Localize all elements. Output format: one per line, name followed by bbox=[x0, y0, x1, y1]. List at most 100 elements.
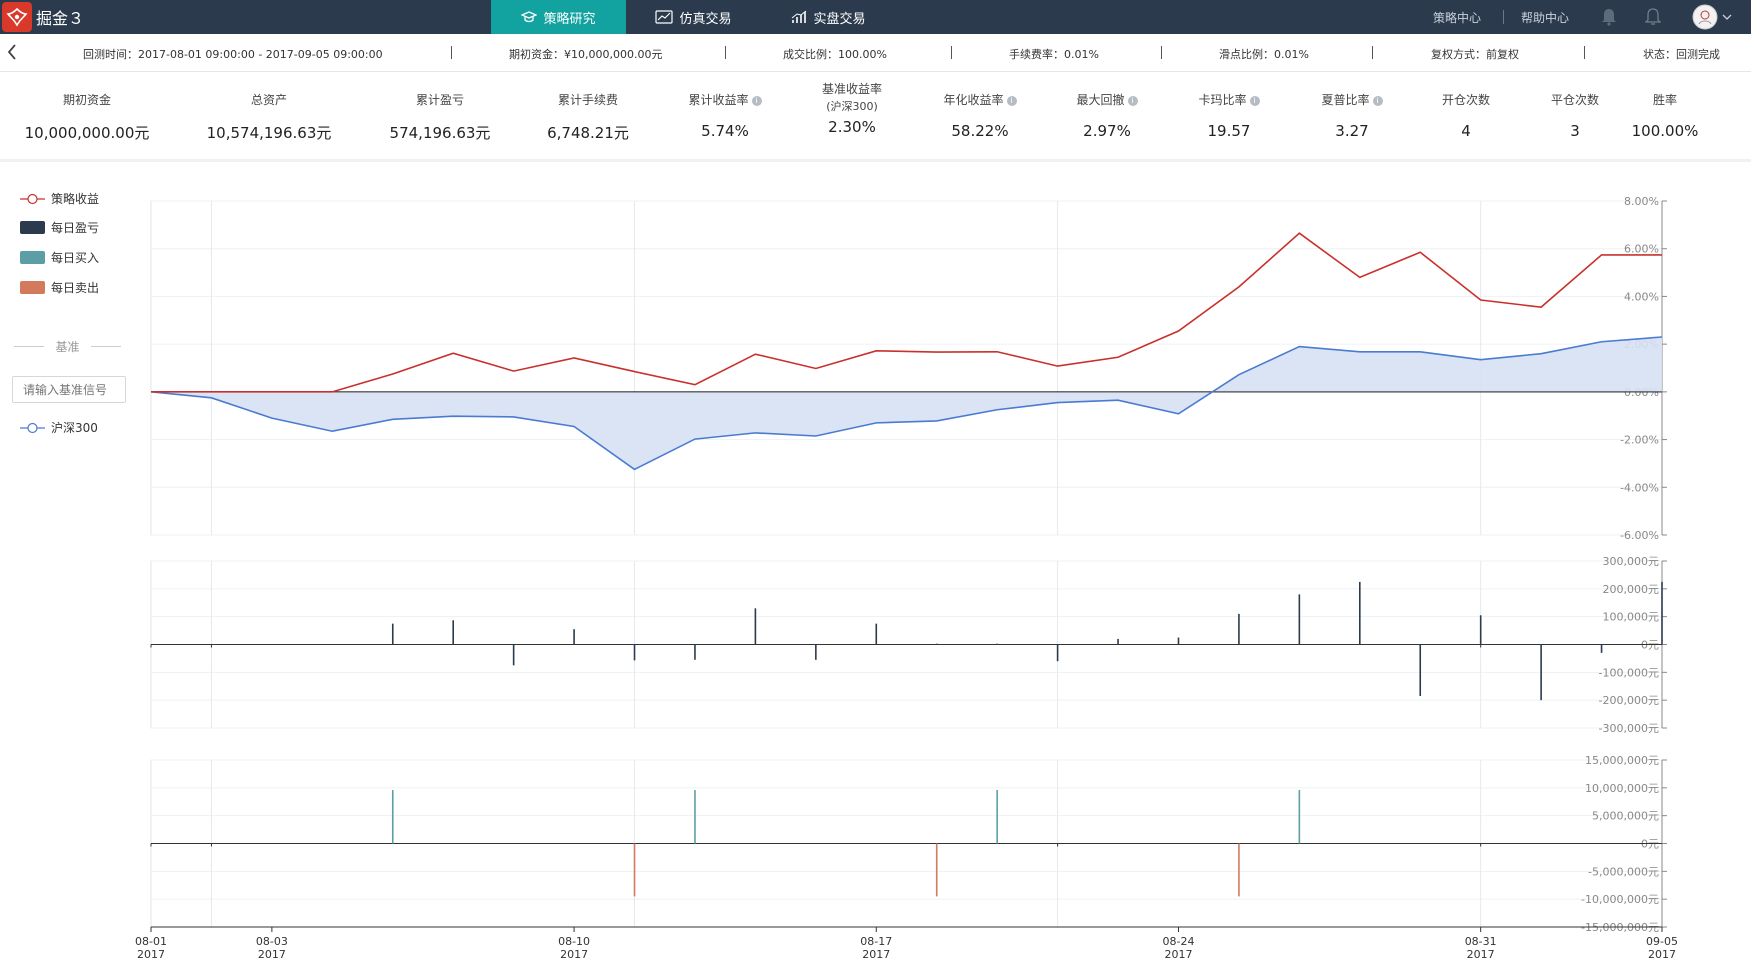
y-tick-label: -200,000元 bbox=[1599, 694, 1659, 707]
line-chart-icon bbox=[655, 10, 673, 24]
y-tick-label: -4.00% bbox=[1620, 481, 1659, 494]
benchmark-area bbox=[151, 337, 1662, 469]
y-tick-label: 300,000元 bbox=[1603, 555, 1660, 568]
x-tick-year-label: 2017 bbox=[137, 948, 165, 961]
y-tick-label: 5,000,000元 bbox=[1592, 810, 1659, 823]
x-tick-label: 08-24 bbox=[1162, 935, 1194, 948]
info-icon[interactable]: i bbox=[1250, 96, 1260, 106]
divider bbox=[1503, 10, 1504, 24]
tab-live-trading[interactable]: 实盘交易 bbox=[761, 0, 896, 34]
line-marker-icon bbox=[20, 193, 45, 205]
benchmark-line bbox=[151, 337, 1662, 469]
divider bbox=[725, 46, 726, 59]
stat-label: 累计盈亏 bbox=[355, 91, 525, 108]
y-tick-label: 6.00% bbox=[1624, 243, 1659, 256]
backtest-status: 状态：回测完成 bbox=[1643, 46, 1720, 62]
tab-label: 策略研究 bbox=[543, 8, 595, 27]
performance-summary: 期初资金 10,000,000.00元 总资产 10,574,196.63元 累… bbox=[0, 72, 1751, 162]
bell-icon[interactable] bbox=[1645, 0, 1661, 34]
info-icon[interactable]: i bbox=[1007, 96, 1017, 106]
legend-item-strategy-return[interactable]: 策略收益 bbox=[20, 190, 99, 207]
strategy-return-line bbox=[151, 233, 1662, 392]
backtest-info-bar: 回测时间：2017-08-01 09:00:00 - 2017-09-05 09… bbox=[0, 34, 1751, 72]
y-tick-label: -6.00% bbox=[1620, 529, 1659, 542]
top-navigation-bar: 掘金３ 策略研究 仿真交易 实盘交易 策略中心 帮助中心 bbox=[0, 0, 1751, 34]
x-tick-label: 08-10 bbox=[558, 935, 590, 948]
y-tick-label: -300,000元 bbox=[1599, 722, 1659, 735]
x-tick-year-label: 2017 bbox=[1467, 948, 1495, 961]
legend-label: 每日盈亏 bbox=[51, 219, 99, 236]
plot-area bbox=[151, 760, 1662, 927]
fill-ratio: 成交比例：100.00% bbox=[783, 46, 887, 62]
legend-label: 每日卖出 bbox=[51, 279, 99, 296]
legend-label: 每日买入 bbox=[51, 249, 99, 266]
info-icon[interactable]: i bbox=[752, 96, 762, 106]
info-icon[interactable]: i bbox=[1128, 96, 1138, 106]
adjust-method: 复权方式：前复权 bbox=[1431, 46, 1519, 62]
legend-item-benchmark[interactable]: 沪深300 bbox=[20, 419, 98, 436]
tab-label: 实盘交易 bbox=[813, 8, 865, 27]
stat-value: 574,196.63元 bbox=[355, 122, 525, 143]
y-tick-label: -10,000,000元 bbox=[1581, 893, 1659, 906]
y-tick-label: 200,000元 bbox=[1603, 583, 1660, 596]
commission-rate: 手续费率：0.01% bbox=[1009, 46, 1099, 62]
legend-item-daily-pnl[interactable]: 每日盈亏 bbox=[20, 219, 99, 236]
line-marker-icon bbox=[20, 422, 45, 434]
stat-label: 期初资金 bbox=[2, 91, 172, 108]
x-tick-label: 09-05 bbox=[1646, 935, 1678, 948]
y-tick-label: 0.00% bbox=[1624, 386, 1659, 399]
help-center-link[interactable]: 帮助中心 bbox=[1521, 0, 1569, 34]
strategy-center-link[interactable]: 策略中心 bbox=[1433, 0, 1481, 34]
x-tick-label: 08-01 bbox=[135, 935, 167, 948]
divider bbox=[951, 46, 952, 59]
x-tick-label: 08-17 bbox=[860, 935, 892, 948]
legend-label: 策略收益 bbox=[51, 190, 99, 207]
slippage-ratio: 滑点比例：0.01% bbox=[1219, 46, 1309, 62]
app-logo[interactable]: 掘金３ bbox=[0, 0, 84, 34]
stat-label: 总资产 bbox=[184, 91, 354, 108]
plot-area bbox=[151, 201, 1662, 535]
bar-chart-icon bbox=[791, 10, 807, 24]
tab-label: 仿真交易 bbox=[679, 8, 731, 27]
legend-label: 沪深300 bbox=[51, 419, 98, 436]
x-tick-label: 08-03 bbox=[256, 935, 288, 948]
y-tick-label: -100,000元 bbox=[1599, 666, 1659, 679]
benchmark-section-title: 基准 bbox=[10, 338, 125, 355]
chevron-down-icon bbox=[1722, 13, 1732, 21]
x-tick-year-label: 2017 bbox=[560, 948, 588, 961]
stat-value: 10,574,196.63元 bbox=[184, 122, 354, 143]
divider bbox=[1161, 46, 1162, 59]
legend-item-daily-buy[interactable]: 每日买入 bbox=[20, 249, 99, 266]
y-tick-label: 10,000,000元 bbox=[1585, 782, 1659, 795]
back-arrow-icon[interactable] bbox=[6, 43, 18, 61]
x-tick-year-label: 2017 bbox=[1164, 948, 1192, 961]
y-tick-label: -15,000,000元 bbox=[1581, 921, 1659, 934]
y-tick-label: -5,000,000元 bbox=[1588, 865, 1659, 878]
x-tick-label: 08-31 bbox=[1465, 935, 1497, 948]
y-tick-label: 100,000元 bbox=[1603, 611, 1660, 624]
y-tick-label: 0元 bbox=[1641, 639, 1659, 652]
stat-value: 10,000,000.00元 bbox=[2, 122, 172, 143]
y-tick-label: 0元 bbox=[1641, 838, 1659, 851]
y-tick-label: -2.00% bbox=[1620, 434, 1659, 447]
y-tick-label: 8.00% bbox=[1624, 195, 1659, 208]
backtest-time: 回测时间：2017-08-01 09:00:00 - 2017-09-05 09… bbox=[83, 46, 383, 62]
y-tick-label: 15,000,000元 bbox=[1585, 754, 1659, 767]
benchmark-input[interactable] bbox=[12, 376, 126, 403]
stat-label: 胜率 bbox=[1580, 91, 1750, 108]
help-center-label: 帮助中心 bbox=[1521, 9, 1569, 26]
notice-icon[interactable] bbox=[1601, 0, 1617, 34]
legend-swatch bbox=[20, 251, 45, 264]
x-tick-year-label: 2017 bbox=[1648, 948, 1676, 961]
x-tick-year-label: 2017 bbox=[862, 948, 890, 961]
tab-strategy-research[interactable]: 策略研究 bbox=[491, 0, 626, 34]
y-tick-label: 4.00% bbox=[1624, 290, 1659, 303]
legend-item-daily-sell[interactable]: 每日卖出 bbox=[20, 279, 99, 296]
strategy-center-label: 策略中心 bbox=[1433, 9, 1481, 26]
user-avatar[interactable] bbox=[1692, 0, 1732, 34]
initial-capital: 期初资金：¥10,000,000.00元 bbox=[509, 46, 662, 62]
y-tick-label: 2.00% bbox=[1624, 338, 1659, 351]
juejin-logo-icon bbox=[2, 2, 32, 32]
stat-value: 100.00% bbox=[1580, 122, 1750, 140]
tab-simulation-trading[interactable]: 仿真交易 bbox=[626, 0, 761, 34]
